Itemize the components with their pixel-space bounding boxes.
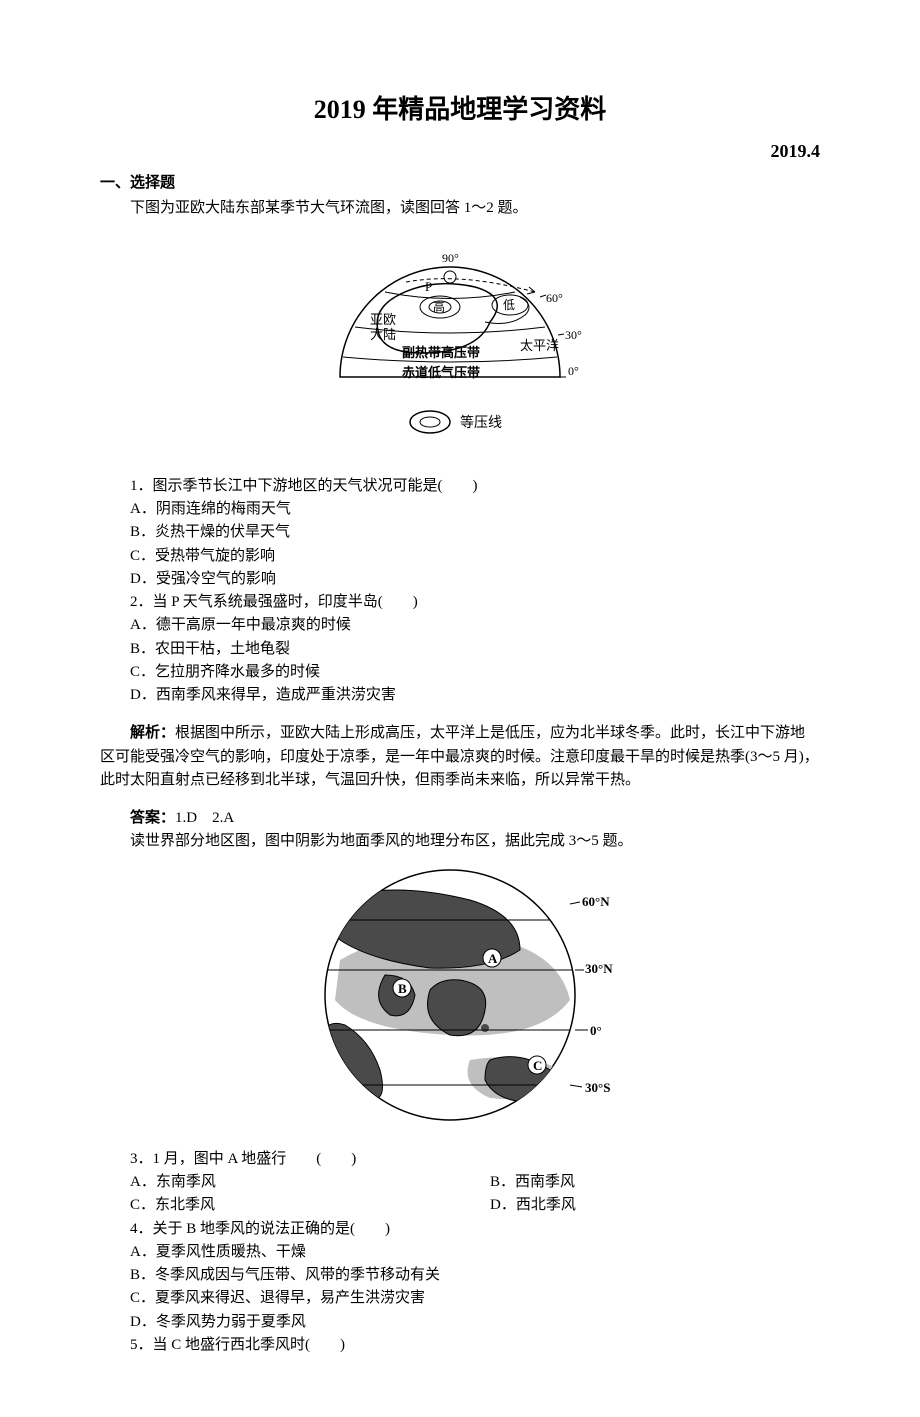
fig1-high: 高 [433, 299, 445, 314]
figure-2: A B C 60°N 30°N 0° 30°S [100, 860, 820, 1138]
fig1-low: 低 [503, 298, 515, 312]
fig2-A: A [488, 951, 498, 966]
q3-A: A．东南季风 [100, 1171, 460, 1194]
fig1-eurasia1: 亚欧 [370, 312, 396, 327]
figure-2-svg: A B C 60°N 30°N 0° 30°S [290, 860, 630, 1130]
fig2-30N: 30°N [585, 961, 613, 976]
q1-B: B．炎热干燥的伏旱天气 [100, 521, 820, 544]
fig2-0: 0° [590, 1023, 602, 1038]
q4-B: B．冬季风成因与气压带、风带的季节移动有关 [100, 1264, 820, 1287]
q3-stem: 3．1 月，图中 A 地盛行 ( ) [100, 1148, 820, 1171]
answer-1: 答案：1.D 2.A [100, 807, 820, 830]
fig1-pacific: 太平洋 [520, 338, 559, 353]
q2-stem: 2．当 P 天气系统最强盛时，印度半岛( ) [100, 591, 820, 614]
figure-1: P 高 低 亚欧 大陆 太平洋 副热带高压带 赤道低气压带 90° 60° 30… [100, 227, 820, 465]
fig1-eurasia2: 大陆 [370, 327, 396, 342]
fig1-legend: 等压线 [460, 414, 502, 431]
q3-B: B．西南季风 [460, 1171, 820, 1194]
fig2-60N: 60°N [582, 894, 610, 909]
fig2-B: B [398, 981, 407, 996]
page: 2019 年精品地理学习资料 2019.4 一、选择题 下图为亚欧大陆东部某季节… [0, 0, 920, 1417]
intro-1: 下图为亚欧大陆东部某季节大气环流图，读图回答 1～2 题。 [100, 197, 820, 220]
q4-C: C．夏季风来得迟、退得早，易产生洪涝灾害 [100, 1287, 820, 1310]
figure-1-svg: P 高 低 亚欧 大陆 太平洋 副热带高压带 赤道低气压带 90° 60° 30… [310, 227, 610, 457]
q1-stem: 1．图示季节长江中下游地区的天气状况可能是( ) [100, 475, 820, 498]
fig2-30S: 30°S [585, 1080, 610, 1095]
q1-A: A．阴雨连绵的梅雨天气 [100, 498, 820, 521]
q3-row1: A．东南季风 B．西南季风 [100, 1171, 820, 1194]
q3-row2: C．东北季风 D．西北季风 [100, 1194, 820, 1217]
q4-stem: 4．关于 B 地季风的说法正确的是( ) [100, 1218, 820, 1241]
fig1-equator: 赤道低气压带 [402, 365, 480, 380]
q3-D: D．西北季风 [460, 1194, 820, 1217]
q2-A: A．德干高原一年中最凉爽的时候 [100, 614, 820, 637]
doc-date: 2019.4 [100, 138, 820, 166]
fig1-30: 30° [565, 328, 582, 342]
fig1-P: P [425, 279, 432, 294]
fig1-subhigh: 副热带高压带 [402, 345, 480, 360]
intro-2: 读世界部分地区图，图中阴影为地面季风的地理分布区，据此完成 3～5 题。 [100, 830, 820, 853]
q4-D: D．冬季风势力弱于夏季风 [100, 1311, 820, 1334]
fig1-60: 60° [546, 291, 563, 305]
answer-1-text: 1.D 2.A [175, 810, 234, 826]
q1-C: C．受热带气旋的影响 [100, 545, 820, 568]
answer-1-label: 答案： [130, 810, 175, 826]
section-heading: 一、选择题 [100, 172, 820, 195]
fig1-0: 0° [568, 364, 579, 378]
fig2-C: C [533, 1058, 542, 1073]
explanation-1: 解析：根据图中所示，亚欧大陆上形成高压，太平洋上是低压，应为北半球冬季。此时，长… [100, 722, 820, 792]
q5-stem: 5．当 C 地盛行西北季风时( ) [100, 1334, 820, 1357]
explanation-1-label: 解析： [130, 725, 175, 741]
doc-title: 2019 年精品地理学习资料 [100, 90, 820, 130]
fig1-90: 90° [442, 251, 459, 265]
explanation-1-text: 根据图中所示，亚欧大陆上形成高压，太平洋上是低压，应为北半球冬季。此时，长江中下… [100, 725, 819, 788]
q2-B: B．农田干枯，土地龟裂 [100, 638, 820, 661]
q3-C: C．东北季风 [100, 1194, 460, 1217]
q4-A: A．夏季风性质暖热、干燥 [100, 1241, 820, 1264]
q1-D: D．受强冷空气的影响 [100, 568, 820, 591]
q2-C: C．乞拉朋齐降水最多的时候 [100, 661, 820, 684]
q2-D: D．西南季风来得早，造成严重洪涝灾害 [100, 684, 820, 707]
